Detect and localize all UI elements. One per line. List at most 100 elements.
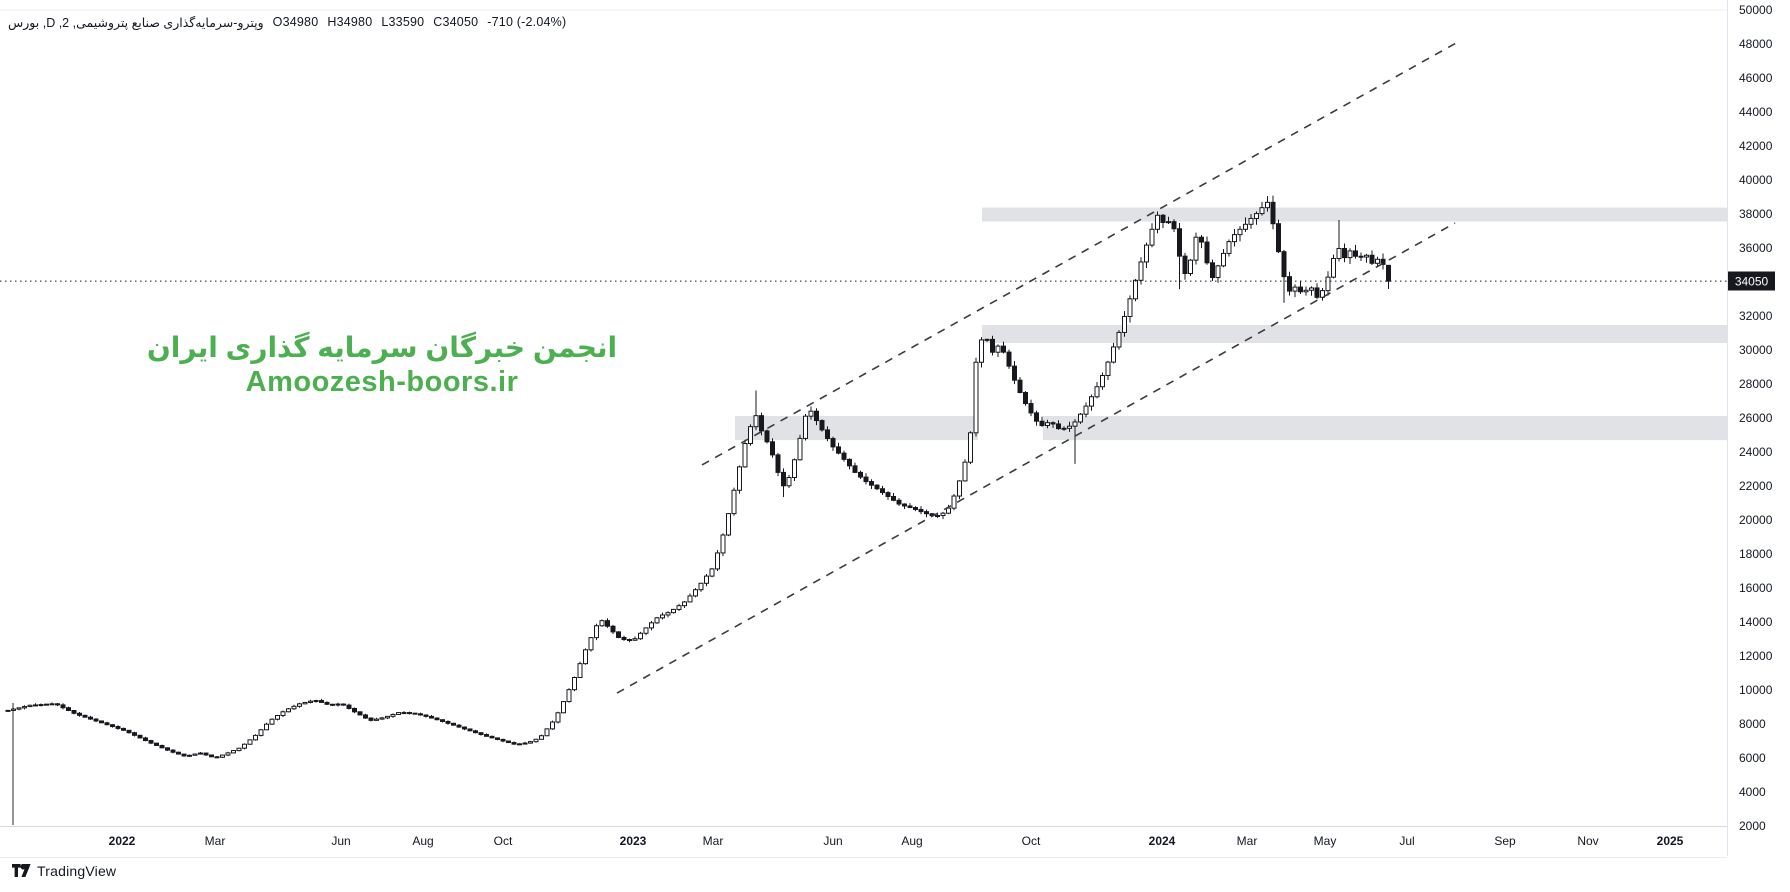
- candle-body: [649, 622, 654, 629]
- price-axis-label: 4000: [1739, 785, 1766, 799]
- candle-body: [566, 689, 572, 703]
- price-axis-label: 44000: [1739, 105, 1773, 119]
- price-axis-label: 30000: [1739, 343, 1773, 357]
- candle-body: [71, 709, 77, 714]
- symbol-title[interactable]: وپترو-سرمایه‌گذاری صنایع پتروشیمی, 2, D,…: [8, 15, 264, 30]
- candle-body: [1122, 315, 1127, 333]
- candle-body: [93, 718, 99, 722]
- candle-body: [555, 712, 561, 723]
- candle-body: [726, 513, 731, 536]
- candle-body: [1210, 262, 1215, 279]
- symbol-legend[interactable]: وپترو-سرمایه‌گذاری صنایع پتروشیمی, 2, D,…: [8, 13, 566, 31]
- candle-body: [836, 446, 841, 454]
- time-axis-label: Oct: [1021, 834, 1041, 848]
- candle-body: [979, 339, 984, 363]
- price-axis[interactable]: 34050 2000 4000 6000 8000 10000 12000 14000 160…: [1727, 0, 1790, 856]
- price-axis-label: 8000: [1739, 717, 1766, 731]
- candle-body: [1248, 217, 1254, 225]
- candle-body: [462, 726, 467, 730]
- candle-body: [1127, 298, 1133, 317]
- time-axis-label: Mar: [204, 834, 226, 848]
- candle-body: [660, 614, 665, 619]
- candle-body: [874, 484, 880, 490]
- candle-body: [341, 703, 346, 706]
- candle-body: [786, 477, 792, 487]
- candle-body: [286, 708, 291, 713]
- candle-body: [335, 703, 341, 706]
- candle-body: [1342, 247, 1347, 259]
- candle-body: [847, 458, 852, 467]
- price-axis-label: 20000: [1739, 513, 1773, 527]
- candle-body: [1232, 234, 1237, 243]
- candle-body: [1364, 254, 1369, 258]
- price-axis-label: 10000: [1739, 683, 1773, 697]
- candle-body: [693, 589, 698, 597]
- candle-body: [808, 410, 814, 417]
- candle-body: [418, 713, 423, 716]
- candle-body: [654, 617, 660, 624]
- candle-body: [1078, 413, 1083, 423]
- time-axis-label: Jun: [823, 834, 843, 848]
- candle-body: [115, 726, 121, 729]
- candle-body: [192, 753, 198, 756]
- candle-body: [5, 709, 11, 712]
- candle-body: [984, 338, 990, 341]
- candle-body: [352, 707, 357, 713]
- candle-body: [220, 754, 225, 758]
- candle-body: [236, 747, 242, 752]
- zone-middle-zone: [982, 325, 1727, 344]
- time-axis-label: Nov: [1577, 834, 1599, 848]
- candle-body: [198, 752, 203, 755]
- candle-body: [1012, 365, 1017, 381]
- candle-body: [407, 712, 412, 715]
- candle-body: [869, 481, 874, 486]
- candle-body: [1292, 286, 1298, 292]
- channel-upper-dashed: [701, 41, 1459, 466]
- candle-body: [1369, 254, 1375, 264]
- time-axis-label: May: [1313, 834, 1337, 848]
- time-axis-label: Aug: [901, 834, 923, 848]
- candle-body: [385, 715, 390, 719]
- candle-body: [665, 612, 671, 616]
- candle-body: [561, 701, 566, 714]
- candle-body: [1177, 228, 1182, 257]
- candle-body: [440, 719, 445, 722]
- candle-body: [16, 707, 22, 710]
- candle-body: [66, 707, 71, 711]
- candle-body: [858, 471, 863, 478]
- candle-body: [143, 737, 148, 742]
- chart-canvas[interactable]: [0, 0, 1727, 826]
- time-axis[interactable]: 2022 Mar Jun Aug Oct 2023 Mar Jun Aug Oct 2024 Mar M…: [0, 826, 1727, 858]
- candle-body: [770, 441, 775, 456]
- candle-body: [731, 489, 737, 515]
- candle-body: [775, 454, 781, 473]
- candle-body: [797, 437, 803, 461]
- candle-body: [445, 720, 451, 724]
- candle-body: [1171, 221, 1177, 230]
- candle-body: [165, 747, 170, 751]
- candle-body: [792, 459, 797, 478]
- candle-body: [588, 637, 594, 651]
- price-axis-label: 16000: [1739, 581, 1773, 595]
- candle-body: [720, 534, 726, 554]
- candle-body: [1100, 375, 1105, 388]
- candle-body: [1314, 287, 1320, 298]
- candlestick-plot[interactable]: [0, 0, 1727, 826]
- tradingview-logo[interactable]: TradingView: [12, 863, 116, 879]
- candle-body: [1215, 265, 1221, 279]
- candle-body: [1028, 403, 1034, 414]
- candle-body: [1133, 279, 1138, 300]
- tradingview-icon: [12, 864, 31, 877]
- price-axis-label: 40000: [1739, 173, 1773, 187]
- candle-body: [599, 620, 605, 627]
- candle-body: [781, 471, 786, 487]
- candle-body: [1160, 214, 1166, 223]
- candle-body: [181, 753, 187, 757]
- candle-body: [1265, 201, 1270, 209]
- time-axis-label: Mar: [1236, 834, 1258, 848]
- candle-body: [77, 712, 82, 716]
- candle-body: [1023, 392, 1028, 405]
- candle-body: [1056, 423, 1061, 430]
- candle-body: [896, 499, 902, 505]
- candle-body: [214, 756, 220, 759]
